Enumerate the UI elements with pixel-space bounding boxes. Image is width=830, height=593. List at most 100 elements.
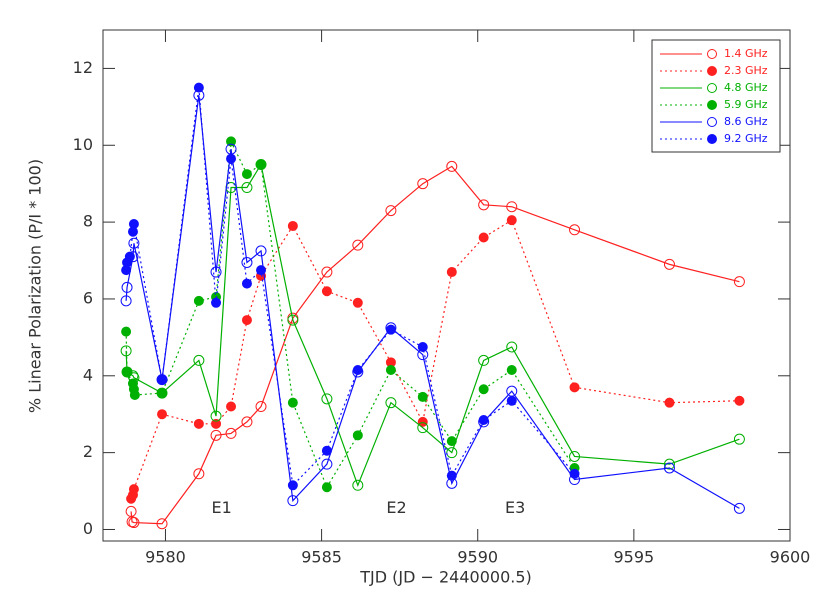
data-point <box>193 468 205 480</box>
y-tick-label: 8 <box>83 212 93 231</box>
series-line <box>125 95 740 509</box>
data-point <box>128 219 139 230</box>
data-point <box>506 215 517 226</box>
data-point <box>478 232 489 243</box>
data-point <box>321 458 333 470</box>
data-point <box>128 237 140 249</box>
data-point <box>417 416 428 427</box>
data-point <box>417 178 429 190</box>
data-point <box>478 199 490 211</box>
series-line <box>125 139 576 489</box>
data-point <box>193 418 204 429</box>
data-point <box>352 430 363 441</box>
data-point <box>446 470 457 481</box>
series-line <box>130 219 740 499</box>
data-point <box>255 245 267 257</box>
data-point <box>321 393 333 405</box>
x-tick-label: 9580 <box>145 548 186 567</box>
data-point <box>241 416 253 428</box>
x-tick-label: 9585 <box>301 548 342 567</box>
data-point <box>478 414 489 425</box>
y-tick-label: 4 <box>83 365 93 384</box>
x-tick-label: 9595 <box>614 548 655 567</box>
x-axis-label: TJD (JD − 2440000.5) <box>359 568 532 587</box>
data-point <box>241 315 252 326</box>
data-point <box>210 429 222 441</box>
data-point <box>478 354 490 366</box>
data-point <box>193 354 205 366</box>
data-point <box>321 445 332 456</box>
data-point <box>506 201 518 213</box>
data-point <box>256 265 267 276</box>
data-point <box>352 479 364 491</box>
data-point <box>506 395 517 406</box>
legend-marker <box>707 100 717 110</box>
data-point <box>417 422 429 434</box>
data-point <box>321 286 332 297</box>
legend-marker <box>707 134 717 144</box>
data-point <box>663 258 675 270</box>
data-point <box>663 458 675 470</box>
data-point <box>287 314 299 326</box>
y-tick-label: 0 <box>83 519 93 538</box>
data-point <box>122 366 133 377</box>
plot-frame <box>102 29 791 542</box>
series-line <box>125 162 740 487</box>
annotation: E2 <box>386 498 406 517</box>
data-point <box>256 159 267 170</box>
annotation: E1 <box>212 498 232 517</box>
data-point <box>352 239 364 251</box>
data-point <box>569 468 580 479</box>
data-point <box>226 401 237 412</box>
data-point <box>121 281 133 293</box>
data-point <box>446 267 457 278</box>
data-point <box>129 390 140 400</box>
data-point <box>385 324 396 335</box>
data-point <box>664 397 675 408</box>
data-point <box>157 409 168 420</box>
legend-marker <box>707 66 717 76</box>
data-point <box>193 82 204 93</box>
data-point <box>385 205 397 217</box>
y-axis-label: % Linear Polarization (P/I * 100) <box>26 159 45 413</box>
data-point <box>569 382 580 393</box>
legend-label: 4.8 GHz <box>724 81 768 94</box>
data-point <box>120 345 132 357</box>
data-point <box>663 462 675 474</box>
legend-marker <box>707 49 717 59</box>
legend-label: 9.2 GHz <box>724 132 768 145</box>
legend-marker <box>707 117 717 127</box>
data-point <box>124 251 135 262</box>
data-point <box>569 450 581 462</box>
data-point <box>255 401 267 413</box>
legend-label: 8.6 GHz <box>724 115 768 128</box>
legend-label: 2.3 GHz <box>724 64 768 77</box>
data-point <box>321 482 332 493</box>
data-point <box>121 326 132 337</box>
x-tick-label: 9590 <box>457 548 498 567</box>
data-point <box>506 341 518 353</box>
data-point <box>478 384 489 395</box>
data-point <box>385 365 396 376</box>
data-point <box>226 153 237 164</box>
legend-marker <box>707 83 717 93</box>
data-point <box>446 160 458 172</box>
data-point <box>241 169 252 180</box>
y-tick-label: 12 <box>73 58 93 77</box>
x-tick-label: 9600 <box>770 548 811 567</box>
data-point <box>157 374 168 385</box>
data-point <box>287 220 298 231</box>
data-point <box>733 502 745 514</box>
data-point <box>446 436 457 447</box>
legend-label: 1.4 GHz <box>724 47 768 60</box>
data-point <box>506 365 517 376</box>
data-point <box>569 224 581 236</box>
data-point <box>210 410 222 422</box>
data-point <box>157 388 168 399</box>
data-point <box>211 297 222 308</box>
series-line <box>125 87 575 487</box>
data-point <box>352 297 363 308</box>
data-point <box>128 484 139 495</box>
data-point <box>417 391 428 402</box>
